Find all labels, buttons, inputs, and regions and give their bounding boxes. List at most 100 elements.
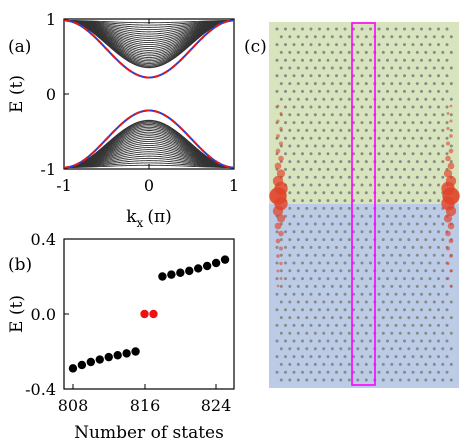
lattice-site [360, 199, 364, 203]
lattice-site [381, 206, 385, 210]
lattice-site [326, 277, 330, 281]
lattice-site [424, 206, 428, 210]
lattice-site [411, 323, 415, 327]
lattice-site [428, 27, 432, 31]
lattice-site [407, 316, 411, 320]
lattice-site [449, 66, 453, 70]
lattice-site [403, 261, 406, 265]
lattice-site [394, 214, 398, 218]
lattice-site [309, 89, 313, 93]
lattice-site [441, 316, 445, 320]
lattice-site [415, 50, 419, 54]
lattice-site [364, 160, 368, 164]
lattice-site [437, 74, 440, 78]
lattice-site [420, 136, 423, 140]
lattice-site [377, 292, 381, 296]
lattice-site [309, 43, 313, 47]
lattice-site [441, 300, 445, 304]
panel-a-frame [63, 18, 235, 170]
lattice-site [339, 175, 343, 179]
lattice-site [449, 82, 453, 86]
lattice-site [441, 82, 445, 86]
lattice-site [441, 253, 445, 257]
panel-a-xlabel: kx (π) [126, 207, 172, 230]
lattice-site [301, 136, 304, 140]
bulk-band-upper [63, 20, 235, 44]
lattice-site [275, 74, 279, 78]
lattice-site [369, 370, 372, 374]
lattice-site [284, 89, 287, 93]
lattice-site [424, 222, 428, 226]
lattice-site [301, 214, 304, 218]
lattice-site [279, 331, 283, 335]
lattice-site [437, 89, 440, 93]
lattice-site [424, 82, 428, 86]
lattice-site [437, 308, 440, 312]
lattice-site [428, 308, 432, 312]
lattice-site [288, 128, 292, 132]
lattice-site [437, 261, 440, 265]
lattice-site [288, 378, 292, 382]
edge-state-amplitude [446, 112, 450, 115]
lattice-site [309, 183, 313, 187]
edge-state-amplitude [446, 261, 450, 266]
lattice-site [360, 183, 364, 187]
lattice-site [335, 277, 338, 281]
bulk-band-lower [63, 140, 235, 168]
lattice-site [369, 277, 372, 281]
lattice-site [288, 362, 292, 366]
lattice-site [398, 206, 402, 210]
lattice-site [428, 43, 432, 47]
lattice-site [292, 308, 296, 312]
lattice-site [407, 378, 411, 382]
lattice-site [394, 339, 398, 343]
lattice-site [364, 316, 368, 320]
lattice-site [343, 27, 347, 31]
bulk-band-upper [64, 20, 234, 28]
lattice-site [335, 214, 338, 218]
lattice-site [360, 261, 364, 265]
lattice-site [377, 89, 381, 93]
lattice-site [330, 66, 334, 70]
lattice-site [330, 253, 334, 257]
lattice-site [432, 82, 436, 86]
lattice-site [424, 191, 428, 195]
lattice-site [335, 339, 338, 343]
lattice-site [330, 160, 334, 164]
lattice-site [415, 191, 419, 195]
zero-mode-point [149, 309, 158, 319]
lattice-site [390, 175, 394, 179]
lattice-site [326, 199, 330, 203]
lattice-site [398, 269, 402, 273]
lattice-site [386, 136, 389, 140]
lattice-site [411, 277, 415, 281]
lattice-site [292, 136, 296, 140]
lattice-site [309, 167, 313, 171]
lattice-site [313, 128, 317, 132]
lattice-site [275, 261, 279, 265]
lattice-site [437, 355, 440, 359]
lattice-site [424, 97, 428, 101]
lattice-site [313, 191, 317, 195]
lattice-site [343, 199, 347, 203]
lattice-site [390, 316, 394, 320]
edge-state-amplitude [449, 119, 453, 123]
lattice-site [313, 378, 317, 382]
lattice-site [445, 308, 449, 312]
lattice-site [326, 58, 330, 62]
lattice-site [275, 245, 279, 249]
lattice-site [360, 105, 364, 109]
lattice-site [432, 284, 436, 288]
lattice-site [347, 362, 351, 366]
lattice-site [326, 308, 330, 312]
lattice-site [305, 253, 309, 257]
lattice-site [394, 183, 398, 187]
lattice-site [424, 347, 428, 351]
edge-state-amplitude [278, 230, 284, 237]
lattice-site [403, 136, 406, 140]
lattice-site [407, 269, 411, 273]
lattice-site [437, 230, 440, 234]
lattice-site [343, 292, 347, 296]
edge-state-amplitude [447, 162, 455, 170]
edge-state-amplitude [446, 277, 450, 280]
